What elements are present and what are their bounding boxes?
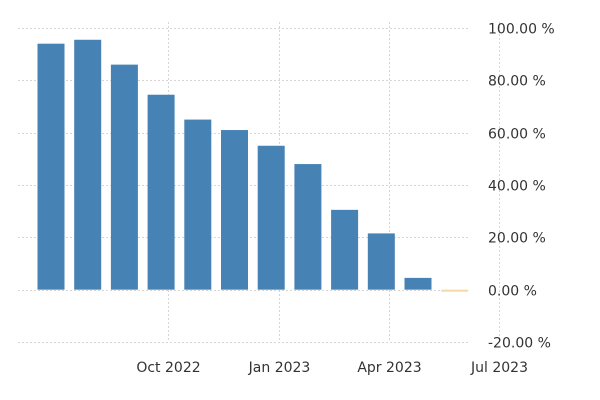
x-tick-label: Jul 2023 [470,360,528,376]
bar [367,233,395,290]
bar [110,64,138,290]
y-tick-label: 0.00 % [488,284,537,300]
bar [221,130,248,290]
y-tick-label: 80.00 % [488,74,546,90]
bar [184,119,212,290]
bar-series [37,39,469,292]
bar [257,145,285,290]
bar [74,39,102,290]
bar [441,289,469,292]
x-tick-label: Oct 2022 [136,360,200,376]
y-tick-label: 20.00 % [488,231,546,247]
bar [404,277,432,290]
bar [331,209,359,290]
bar [294,164,322,290]
y-tick-label: 60.00 % [488,127,546,143]
x-tick-label: Apr 2023 [357,360,421,376]
y-tick-label: -20.00 % [488,336,551,352]
y-tick-label: 100.00 % [488,22,555,38]
x-tick-label: Jan 2023 [248,360,311,376]
y-axis-labels: 100.00 % 80.00 % 60.00 % 40.00 % 20.00 % 0.00… [488,22,555,352]
x-axis-labels: Oct 2022 Jan 2023 Apr 2023 Jul 2023 [136,360,528,376]
bar [147,94,175,290]
bar [37,43,65,290]
y-tick-label: 40.00 % [488,179,546,195]
